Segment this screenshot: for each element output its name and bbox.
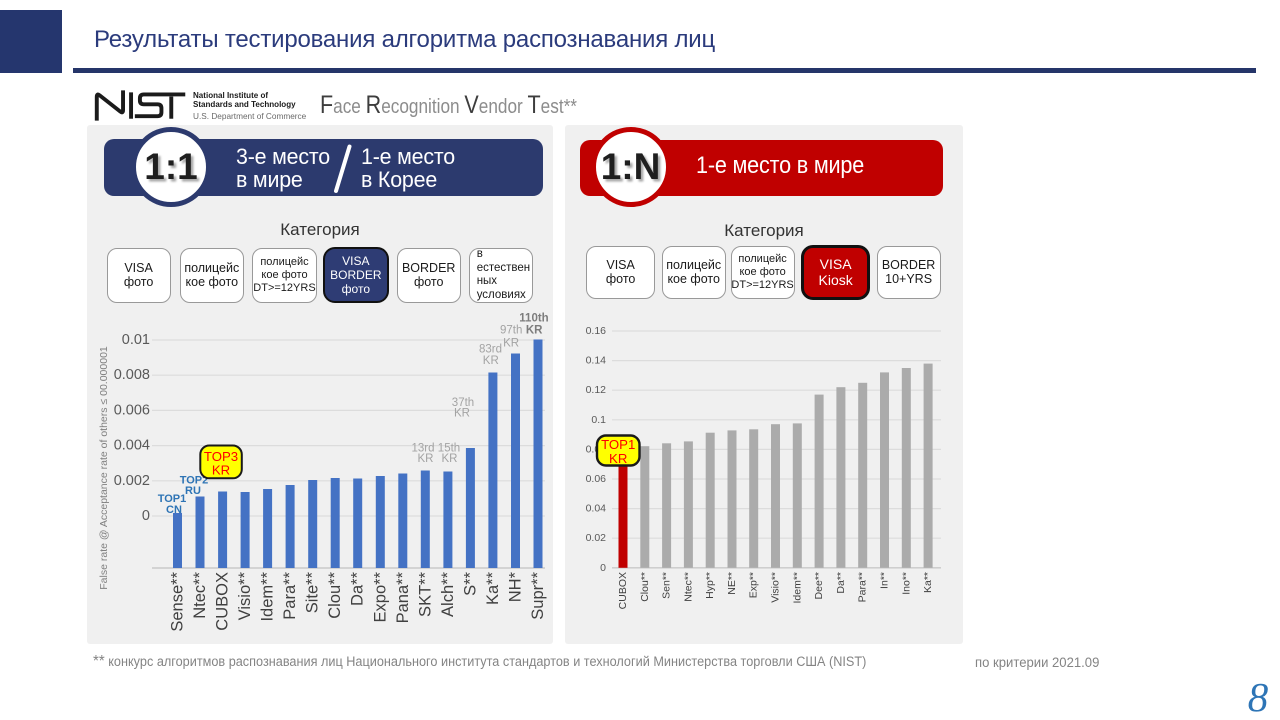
- svg-text:KR: KR: [442, 453, 458, 465]
- svg-text:0: 0: [600, 562, 606, 574]
- svg-text:Da**: Da**: [349, 571, 367, 606]
- svg-text:In**: In**: [879, 572, 891, 589]
- svg-text:Site**: Site**: [304, 571, 322, 613]
- svg-text:0.12: 0.12: [586, 384, 607, 396]
- svg-text:NE**: NE**: [726, 572, 738, 595]
- svg-text:Para**: Para**: [857, 572, 869, 602]
- svg-text:Ka**: Ka**: [922, 572, 934, 593]
- svg-text:Para**: Para**: [281, 571, 299, 619]
- svg-text:Ino**: Ino**: [900, 572, 912, 595]
- svg-text:Visio**: Visio**: [236, 571, 254, 620]
- svg-text:Supr**: Supr**: [529, 571, 547, 619]
- svg-text:Idem**: Idem**: [259, 571, 277, 621]
- svg-text:Dee**: Dee**: [813, 572, 825, 599]
- svg-text:0.002: 0.002: [114, 473, 150, 489]
- svg-text:0.04: 0.04: [586, 503, 607, 515]
- svg-text:Pana**: Pana**: [394, 571, 412, 623]
- svg-text:110th: 110th: [519, 313, 548, 325]
- svg-text:0.02: 0.02: [586, 532, 607, 544]
- svg-text:False rate @ Acceptance rate o: False rate @ Acceptance rate of others ≤…: [98, 346, 110, 590]
- svg-text:83rd: 83rd: [479, 344, 502, 356]
- svg-text:Clou**: Clou**: [326, 571, 344, 618]
- svg-text:Visio**: Visio**: [770, 572, 782, 603]
- svg-text:Idem**: Idem**: [791, 572, 803, 604]
- svg-text:Sense**: Sense**: [169, 571, 187, 631]
- svg-text:TOP3: TOP3: [204, 449, 238, 464]
- svg-text:KR: KR: [483, 355, 499, 367]
- svg-text:RU: RU: [185, 485, 201, 497]
- svg-text:97th: 97th: [500, 324, 522, 336]
- svg-text:SKT**: SKT**: [416, 571, 434, 617]
- svg-text:37th: 37th: [452, 397, 474, 409]
- svg-text:KR: KR: [454, 408, 470, 420]
- svg-text:0.008: 0.008: [114, 367, 150, 383]
- svg-text:0.16: 0.16: [586, 325, 607, 337]
- svg-text:Expo**: Expo**: [371, 571, 389, 622]
- svg-text:TOP2: TOP2: [180, 475, 209, 487]
- svg-text:KR: KR: [418, 453, 434, 465]
- svg-text:0.006: 0.006: [114, 402, 150, 418]
- svg-text:Sen**: Sen**: [661, 572, 673, 599]
- svg-text:13rd: 13rd: [411, 442, 434, 454]
- svg-text:TOP1: TOP1: [601, 437, 635, 452]
- svg-text:0.01: 0.01: [122, 332, 150, 348]
- svg-text:S**: S**: [461, 571, 479, 595]
- svg-text:0: 0: [142, 508, 150, 524]
- svg-text:TOP1: TOP1: [158, 493, 187, 505]
- svg-text:Ntec**: Ntec**: [682, 572, 694, 602]
- svg-text:Clou**: Clou**: [639, 572, 651, 602]
- svg-text:Ntec**: Ntec**: [191, 571, 209, 618]
- svg-text:KR: KR: [503, 338, 519, 350]
- svg-text:Exp**: Exp**: [748, 572, 760, 598]
- svg-text:0.1: 0.1: [591, 414, 606, 426]
- svg-text:Da**: Da**: [835, 572, 847, 594]
- svg-text:CUBOX: CUBOX: [617, 572, 629, 609]
- svg-text:0.004: 0.004: [114, 438, 150, 454]
- svg-text:KR: KR: [526, 325, 543, 337]
- svg-text:KR: KR: [609, 451, 627, 466]
- svg-text:Ka**: Ka**: [484, 571, 502, 605]
- svg-text:15th: 15th: [438, 442, 460, 454]
- svg-text:0.14: 0.14: [586, 355, 607, 367]
- svg-text:0.06: 0.06: [586, 473, 607, 485]
- svg-text:KR: KR: [212, 463, 230, 478]
- svg-text:Hyp**: Hyp**: [704, 572, 716, 599]
- svg-text:CN: CN: [166, 504, 182, 516]
- svg-text:Alch**: Alch**: [439, 571, 457, 617]
- svg-text:NH*: NH*: [507, 571, 525, 602]
- svg-text:CUBOX: CUBOX: [214, 572, 232, 631]
